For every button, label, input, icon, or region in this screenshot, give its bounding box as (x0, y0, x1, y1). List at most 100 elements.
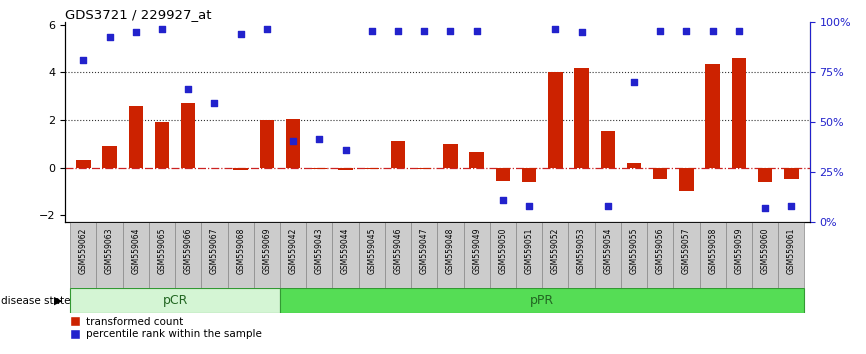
FancyBboxPatch shape (280, 222, 307, 288)
Bar (339, 167, 352, 170)
Bar (155, 122, 169, 167)
Bar (758, 167, 772, 182)
FancyBboxPatch shape (674, 222, 700, 288)
Bar (469, 152, 484, 167)
Bar (128, 105, 143, 167)
FancyBboxPatch shape (70, 288, 280, 313)
Point (208, 101, 222, 106)
Point (469, 28, 483, 34)
Text: GSM559062: GSM559062 (79, 228, 87, 274)
FancyBboxPatch shape (490, 222, 516, 288)
Point (601, 203, 615, 209)
Text: GSM559063: GSM559063 (105, 228, 114, 274)
Bar (522, 167, 536, 182)
Point (706, 28, 720, 34)
Text: pPR: pPR (530, 294, 554, 307)
Text: GSM559046: GSM559046 (393, 228, 403, 274)
Point (732, 28, 746, 34)
FancyBboxPatch shape (542, 222, 568, 288)
Point (313, 136, 326, 142)
Text: disease state: disease state (1, 296, 70, 306)
Text: GSM559058: GSM559058 (708, 228, 717, 274)
Point (102, 34, 116, 39)
Bar (286, 119, 301, 167)
Text: GSM559069: GSM559069 (262, 228, 271, 274)
Text: GSM559059: GSM559059 (734, 228, 743, 274)
Bar (732, 58, 746, 167)
Point (391, 28, 405, 34)
Point (181, 86, 195, 92)
FancyBboxPatch shape (647, 222, 674, 288)
FancyBboxPatch shape (385, 222, 411, 288)
Text: GSM559045: GSM559045 (367, 228, 376, 274)
Text: GSM559051: GSM559051 (525, 228, 533, 274)
Point (627, 79, 641, 85)
Text: GSM559049: GSM559049 (472, 228, 481, 274)
Text: GDS3721 / 229927_at: GDS3721 / 229927_at (65, 8, 211, 21)
Point (365, 28, 378, 34)
FancyBboxPatch shape (254, 222, 280, 288)
Bar (601, 131, 615, 167)
FancyBboxPatch shape (437, 222, 463, 288)
Bar (784, 167, 798, 179)
Text: GSM559043: GSM559043 (315, 228, 324, 274)
Point (286, 138, 300, 144)
Point (785, 203, 798, 209)
Bar (417, 167, 431, 169)
Point (76, 58, 90, 63)
FancyBboxPatch shape (228, 222, 254, 288)
Text: GSM559067: GSM559067 (210, 228, 219, 274)
FancyBboxPatch shape (726, 222, 752, 288)
Bar (679, 167, 694, 192)
Point (339, 147, 352, 153)
Point (234, 32, 248, 37)
Point (417, 28, 431, 34)
FancyBboxPatch shape (700, 222, 726, 288)
FancyBboxPatch shape (280, 288, 805, 313)
FancyBboxPatch shape (568, 222, 595, 288)
Bar (102, 146, 117, 167)
Point (129, 29, 143, 35)
Point (155, 27, 169, 32)
Legend: transformed count, percentile rank within the sample: transformed count, percentile rank withi… (70, 317, 262, 339)
Bar (76, 160, 91, 167)
Text: GSM559061: GSM559061 (787, 228, 796, 274)
Text: GSM559055: GSM559055 (630, 228, 638, 274)
Point (575, 29, 589, 35)
Point (522, 203, 536, 209)
Point (496, 197, 510, 202)
FancyBboxPatch shape (516, 222, 542, 288)
Bar (627, 163, 641, 167)
FancyBboxPatch shape (359, 222, 385, 288)
Text: GSM559066: GSM559066 (184, 228, 193, 274)
FancyBboxPatch shape (149, 222, 175, 288)
FancyBboxPatch shape (779, 222, 805, 288)
Bar (391, 141, 405, 167)
Bar (312, 167, 326, 169)
Bar (443, 144, 457, 167)
Bar (495, 167, 510, 181)
Text: GSM559064: GSM559064 (132, 228, 140, 274)
FancyBboxPatch shape (175, 222, 201, 288)
Bar (260, 120, 274, 167)
FancyBboxPatch shape (333, 222, 359, 288)
FancyBboxPatch shape (96, 222, 123, 288)
Point (759, 205, 772, 211)
FancyBboxPatch shape (307, 222, 333, 288)
Text: GSM559042: GSM559042 (288, 228, 298, 274)
FancyBboxPatch shape (70, 222, 96, 288)
Text: GSM559065: GSM559065 (158, 228, 166, 274)
Point (653, 28, 667, 34)
FancyBboxPatch shape (463, 222, 490, 288)
Bar (181, 103, 196, 167)
Text: GSM559054: GSM559054 (604, 228, 612, 274)
Text: pCR: pCR (163, 294, 188, 307)
Text: GSM559068: GSM559068 (236, 228, 245, 274)
Text: GSM559050: GSM559050 (499, 228, 507, 274)
FancyBboxPatch shape (752, 222, 779, 288)
FancyBboxPatch shape (123, 222, 149, 288)
Text: GSM559048: GSM559048 (446, 228, 455, 274)
Bar (574, 68, 589, 167)
FancyBboxPatch shape (595, 222, 621, 288)
Text: GSM559060: GSM559060 (760, 228, 770, 274)
